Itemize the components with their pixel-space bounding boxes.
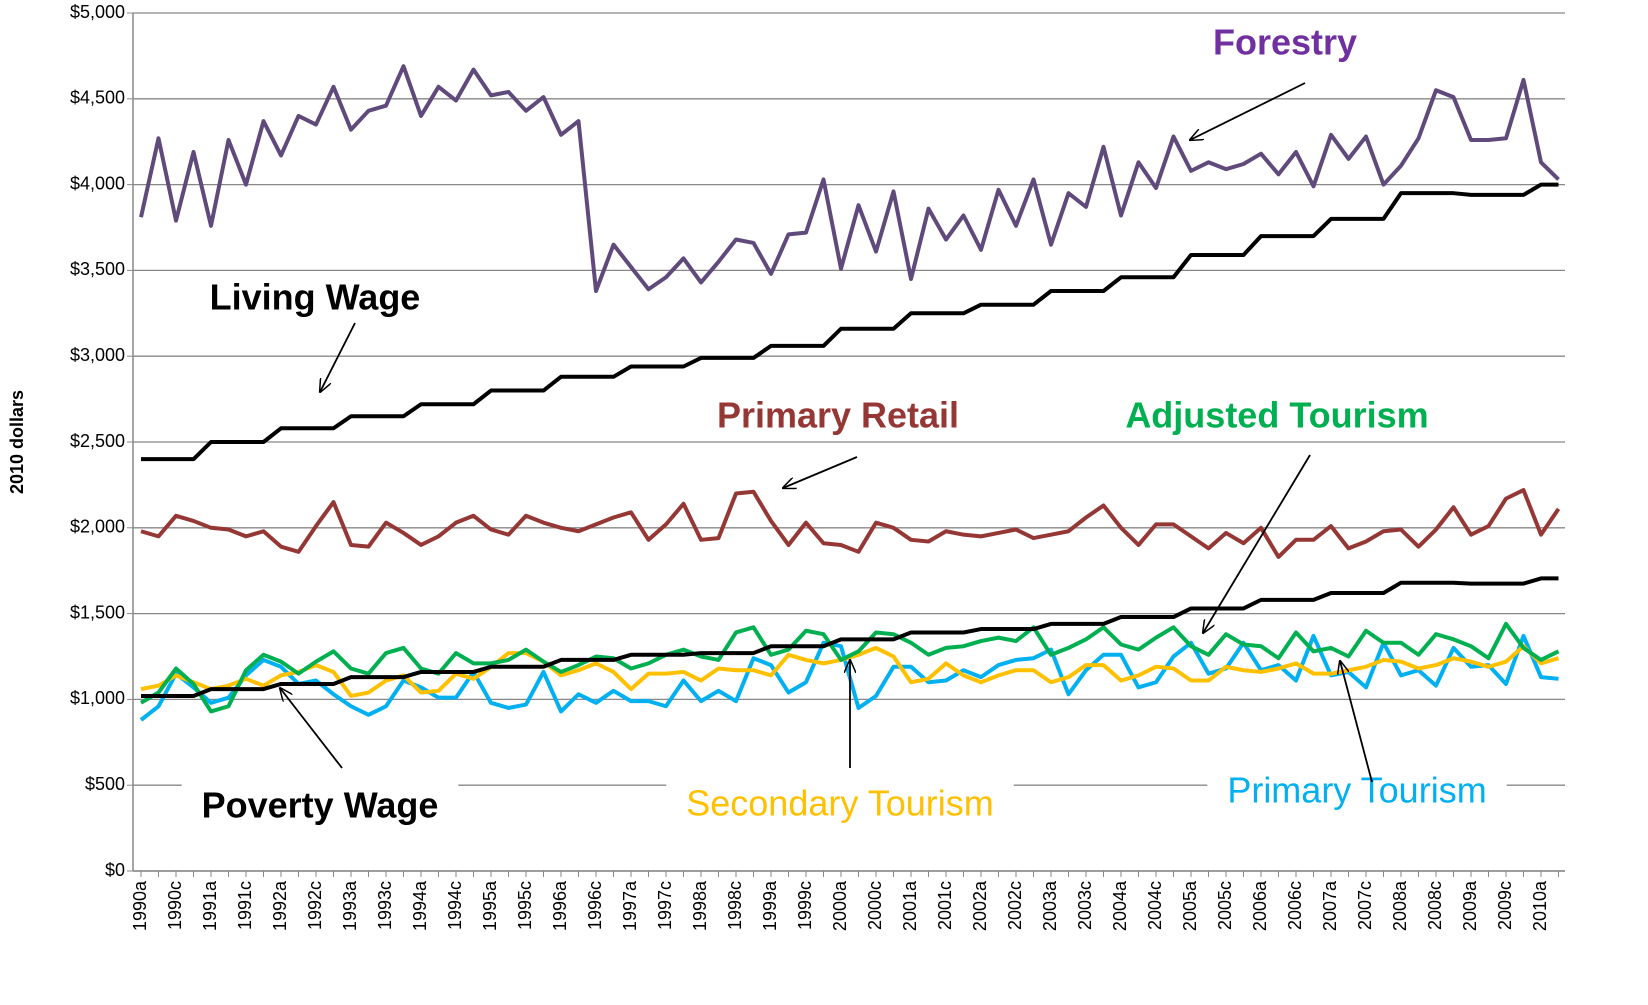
label-background bbox=[189, 276, 441, 318]
series-label: Primary Retail bbox=[717, 395, 959, 436]
x-tick-label: 2005c bbox=[1215, 881, 1235, 930]
annotation-arrow bbox=[280, 688, 343, 769]
x-tick-label: 1991a bbox=[200, 880, 220, 931]
label-background bbox=[1207, 769, 1507, 811]
series-label: Adjusted Tourism bbox=[1125, 395, 1428, 436]
y-tick-label: $3,000 bbox=[70, 345, 125, 365]
annotation-arrow bbox=[1203, 454, 1311, 633]
x-tick-label: 2004a bbox=[1110, 880, 1130, 931]
y-tick-label: $1,500 bbox=[70, 602, 125, 622]
x-tick-label: 1996c bbox=[585, 881, 605, 930]
y-tick-label: $4,500 bbox=[70, 88, 125, 108]
x-tick-label: 1993c bbox=[375, 881, 395, 930]
label-background bbox=[1192, 21, 1378, 63]
x-tick-label: 1994c bbox=[445, 881, 465, 930]
x-tick-label: 1998c bbox=[725, 881, 745, 930]
series-line bbox=[141, 182, 1559, 462]
x-tick-label: 2010a bbox=[1530, 880, 1550, 931]
annotation-arrow bbox=[783, 456, 858, 488]
annotation-arrow bbox=[320, 322, 356, 392]
annotation-arrow bbox=[1190, 82, 1306, 140]
annotations: Forestry Living Wage Primary Retail Adjuste… bbox=[181, 21, 1507, 826]
y-tick-label: $4,000 bbox=[70, 173, 125, 193]
series-label: Poverty Wage bbox=[202, 785, 439, 826]
x-tick-label: 2001a bbox=[900, 880, 920, 931]
x-tick-label: 2000a bbox=[830, 880, 850, 931]
series-label: Secondary Tourism bbox=[686, 783, 993, 824]
x-tick-label: 1995a bbox=[480, 880, 500, 931]
x-tick-label: 2007a bbox=[1320, 880, 1340, 931]
y-tick-label: $2,000 bbox=[70, 517, 125, 537]
label-background bbox=[1105, 394, 1449, 436]
x-tick-label: 1999a bbox=[760, 880, 780, 931]
label-background bbox=[181, 784, 459, 826]
label-background bbox=[666, 782, 1014, 824]
x-tick-label: 2009c bbox=[1495, 881, 1515, 930]
x-tick-label: 1991c bbox=[235, 881, 255, 930]
annotation-arrow bbox=[1340, 661, 1373, 783]
x-tick-label: 1997c bbox=[655, 881, 675, 930]
y-tick-label: $3,500 bbox=[70, 259, 125, 279]
x-tick-label: 2006a bbox=[1250, 880, 1270, 931]
x-tick-label: 2001c bbox=[935, 881, 955, 930]
y-tick-label: $0 bbox=[105, 860, 125, 880]
x-tick-label: 1997a bbox=[620, 880, 640, 931]
x-tick-label: 2003a bbox=[1040, 880, 1060, 931]
x-tick-label: 2002a bbox=[970, 880, 990, 931]
y-axis-title: 2010 dollars bbox=[7, 390, 27, 494]
x-tick-label: 2008c bbox=[1425, 881, 1445, 930]
x-tick-label: 1998a bbox=[690, 880, 710, 931]
grid bbox=[127, 12, 1565, 872]
series-label: Forestry bbox=[1213, 22, 1357, 63]
x-tick-label: 2009a bbox=[1460, 880, 1480, 931]
x-tick-label: 1993a bbox=[340, 880, 360, 931]
x-tick-label: 2005a bbox=[1180, 880, 1200, 931]
x-tick-label: 2007c bbox=[1355, 881, 1375, 930]
x-tick-label: 1990a bbox=[130, 880, 150, 931]
series-label: Primary Tourism bbox=[1227, 770, 1486, 811]
x-tick-label: 2000c bbox=[865, 881, 885, 930]
series-line bbox=[139, 621, 1560, 714]
series-line bbox=[141, 576, 1559, 698]
y-tick-label: $1,000 bbox=[70, 688, 125, 708]
x-tick-label: 2004c bbox=[1145, 881, 1165, 930]
plot-lines bbox=[139, 64, 1561, 722]
x-tick-label: 2003c bbox=[1075, 881, 1095, 930]
y-tick-label: $500 bbox=[85, 774, 125, 794]
y-tick-label: $5,000 bbox=[70, 2, 125, 22]
series-line bbox=[139, 64, 1560, 293]
x-tick-label: 1992c bbox=[305, 881, 325, 930]
label-background bbox=[696, 394, 980, 436]
x-tick-label: 1990c bbox=[165, 881, 185, 930]
x-tick-label: 1996a bbox=[550, 880, 570, 931]
x-tick-label: 2006c bbox=[1285, 881, 1305, 930]
x-tick-label: 2002c bbox=[1005, 881, 1025, 930]
series-line bbox=[140, 488, 1561, 559]
x-tick-label: 1999c bbox=[795, 881, 815, 930]
y-tick-label: $2,500 bbox=[70, 431, 125, 451]
x-tick-label: 2008a bbox=[1390, 880, 1410, 931]
series-label: Living Wage bbox=[210, 277, 421, 318]
x-tick-label: 1994a bbox=[410, 880, 430, 931]
x-tick-label: 1992a bbox=[270, 880, 290, 931]
x-tick-label: 1995c bbox=[515, 881, 535, 930]
